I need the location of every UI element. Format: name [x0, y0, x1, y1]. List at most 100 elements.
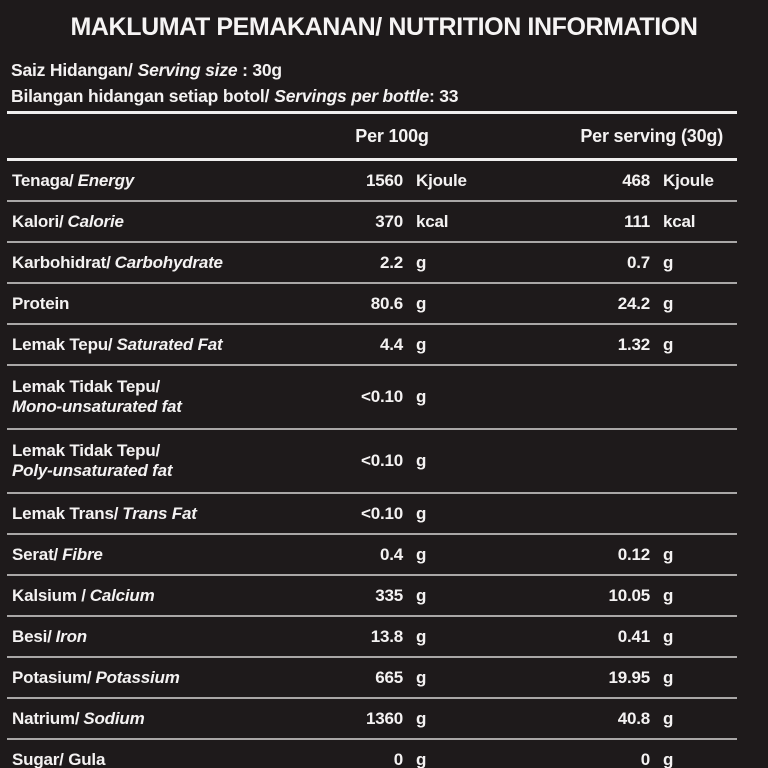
- per-serving-unit: g: [663, 544, 674, 564]
- per-100g-value: <0.10: [360, 503, 403, 523]
- per-serving-value: 40.8: [617, 708, 650, 728]
- per-100g-value: 4.4: [379, 334, 403, 354]
- per-100g-value: 370: [375, 211, 403, 231]
- per-serving-unit: Kjoule: [663, 170, 714, 190]
- nutrient-label: Protein: [7, 294, 307, 314]
- serving-size-label-english: Serving size: [137, 60, 238, 80]
- table-row: Lemak Tepu/Saturated Fat 4.4 g 1.32 g: [7, 325, 737, 366]
- per-100g-unit: g: [416, 503, 427, 523]
- per-100g-value: 1560: [365, 170, 403, 190]
- per-100g-value: 0.4: [379, 544, 403, 564]
- nutrient-name-malay: Lemak Tidak Tepu/: [12, 441, 161, 460]
- table-row: Natrium/Sodium 1360 g 40.8 g: [7, 699, 737, 740]
- nutrient-label: Kalori/Calorie: [7, 212, 307, 232]
- nutrient-name-english: Potassium: [95, 667, 180, 687]
- nutrient-name-malay: Protein: [12, 293, 70, 313]
- serving-size-line: Saiz Hidangan/Serving size : 30g: [11, 57, 756, 83]
- nutrient-name-malay: Lemak Tepu/: [12, 334, 113, 354]
- nutrient-name-malay: Tenaga/: [12, 170, 74, 190]
- table-row: Lemak Trans/Trans Fat <0.10 g: [7, 494, 737, 535]
- table-row: Kalsium / Calcium 335 g 10.05 g: [7, 576, 737, 617]
- serving-size-label-malay: Saiz Hidangan/: [11, 60, 133, 80]
- table-row: Lemak Tidak Tepu/Mono-unsaturated fat <0…: [7, 366, 737, 430]
- nutrient-label: Tenaga/Energy: [7, 171, 307, 191]
- per-serving-unit: g: [663, 708, 674, 728]
- servings-per-bottle-label-english: Servings per bottle: [274, 86, 429, 106]
- nutrient-label: Lemak Tidak Tepu/Poly-unsaturated fat: [7, 441, 307, 481]
- nutrient-name-malay: Lemak Tidak Tepu/: [12, 377, 161, 396]
- per-100g-unit: g: [416, 708, 427, 728]
- nutrient-name-english: Carbohydrate: [114, 252, 223, 272]
- nutrient-label: Potasium/Potassium: [7, 668, 307, 688]
- nutrient-name-malay: Potasium/: [12, 667, 92, 687]
- per-100g-unit: g: [416, 387, 427, 406]
- nutrient-label: Lemak Tidak Tepu/Mono-unsaturated fat: [7, 377, 307, 417]
- per-100g-unit: Kjoule: [416, 170, 467, 190]
- per-100g-value: 1360: [365, 708, 403, 728]
- table-body: Tenaga/Energy 1560 Kjoule 468 Kjoule Kal…: [7, 161, 737, 768]
- nutrient-label: Sugar/ Gula: [7, 750, 307, 768]
- per-100g-value: 2.2: [379, 252, 403, 272]
- column-header-per-100g: Per 100g: [355, 125, 429, 146]
- per-serving-unit: g: [663, 749, 674, 768]
- per-100g-unit: g: [416, 293, 427, 313]
- per-100g-value: 0: [393, 749, 403, 768]
- nutrient-name-english: Calcium: [89, 585, 155, 605]
- nutrient-name-malay: Sugar/ Gula: [12, 749, 106, 768]
- table-row: Protein 80.6 g 24.2 g: [7, 284, 737, 325]
- per-100g-value: 665: [375, 667, 403, 687]
- per-100g-unit: g: [416, 544, 427, 564]
- per-serving-unit: g: [663, 667, 674, 687]
- serving-size-value: : 30g: [237, 60, 282, 80]
- per-serving-value: 1.32: [617, 334, 650, 354]
- per-serving-value: 10.05: [608, 585, 650, 605]
- nutrient-label: Karbohidrat/Carbohydrate: [7, 253, 307, 273]
- nutrient-name-english: Fibre: [62, 544, 103, 564]
- per-100g-value: <0.10: [360, 387, 403, 406]
- per-serving-value: 0.7: [626, 252, 650, 272]
- per-serving-value: 24.2: [617, 293, 650, 313]
- nutrient-name-english: Poly-unsaturated fat: [12, 461, 173, 480]
- per-100g-value: 13.8: [370, 626, 403, 646]
- servings-per-bottle-label-malay: Bilangan hidangan setiap botol/: [11, 86, 270, 106]
- per-serving-unit: g: [663, 626, 674, 646]
- per-serving-value: 468: [622, 170, 650, 190]
- per-serving-value: 0.12: [617, 544, 650, 564]
- per-100g-unit: g: [416, 334, 427, 354]
- per-100g-value: 335: [375, 585, 403, 605]
- nutrient-name-malay: Kalori/: [12, 211, 64, 231]
- nutrient-name-english: Iron: [55, 626, 88, 646]
- table-row: Serat/Fibre 0.4 g 0.12 g: [7, 535, 737, 576]
- table-row: Kalori/Calorie 370 kcal 111 kcal: [7, 202, 737, 243]
- page-title: MAKLUMAT PEMAKANAN/ NUTRITION INFORMATIO…: [70, 13, 698, 41]
- per-100g-unit: g: [416, 749, 427, 768]
- table-header: Per 100g Per serving (30g): [7, 111, 737, 161]
- per-serving-value: 19.95: [608, 667, 650, 687]
- serving-info: Saiz Hidangan/Serving size : 30g Bilanga…: [11, 57, 756, 109]
- nutrient-name-malay: Kalsium /: [12, 585, 86, 605]
- table-row: Sugar/ Gula 0 g 0 g: [7, 740, 737, 768]
- column-header-per-serving: Per serving (30g): [580, 125, 723, 146]
- nutrient-name-english: Trans Fat: [122, 503, 197, 523]
- per-100g-unit: g: [416, 667, 427, 687]
- table-row: Potasium/Potassium 665 g 19.95 g: [7, 658, 737, 699]
- per-serving-value: 111: [624, 211, 650, 231]
- per-serving-unit: g: [663, 252, 674, 272]
- per-serving-unit: g: [663, 334, 674, 354]
- nutrient-name-malay: Besi/: [12, 626, 52, 646]
- table-row: Karbohidrat/Carbohydrate 2.2 g 0.7 g: [7, 243, 737, 284]
- per-serving-unit: kcal: [663, 211, 696, 231]
- nutrient-name-malay: Lemak Trans/: [12, 503, 119, 523]
- table-row: Tenaga/Energy 1560 Kjoule 468 Kjoule: [7, 161, 737, 202]
- nutrient-name-english: Mono-unsaturated fat: [12, 397, 182, 416]
- per-serving-unit: g: [663, 293, 674, 313]
- nutrient-name-english: Energy: [77, 170, 135, 190]
- table-row: Besi/Iron 13.8 g 0.41 g: [7, 617, 737, 658]
- servings-per-bottle-line: Bilangan hidangan setiap botol/Servings …: [11, 83, 756, 109]
- nutrient-label: Lemak Tepu/Saturated Fat: [7, 335, 307, 355]
- per-serving-unit: g: [663, 585, 674, 605]
- nutrient-name-malay: Natrium/: [12, 708, 80, 728]
- per-serving-value: 0: [640, 749, 650, 768]
- per-100g-unit: g: [416, 252, 427, 272]
